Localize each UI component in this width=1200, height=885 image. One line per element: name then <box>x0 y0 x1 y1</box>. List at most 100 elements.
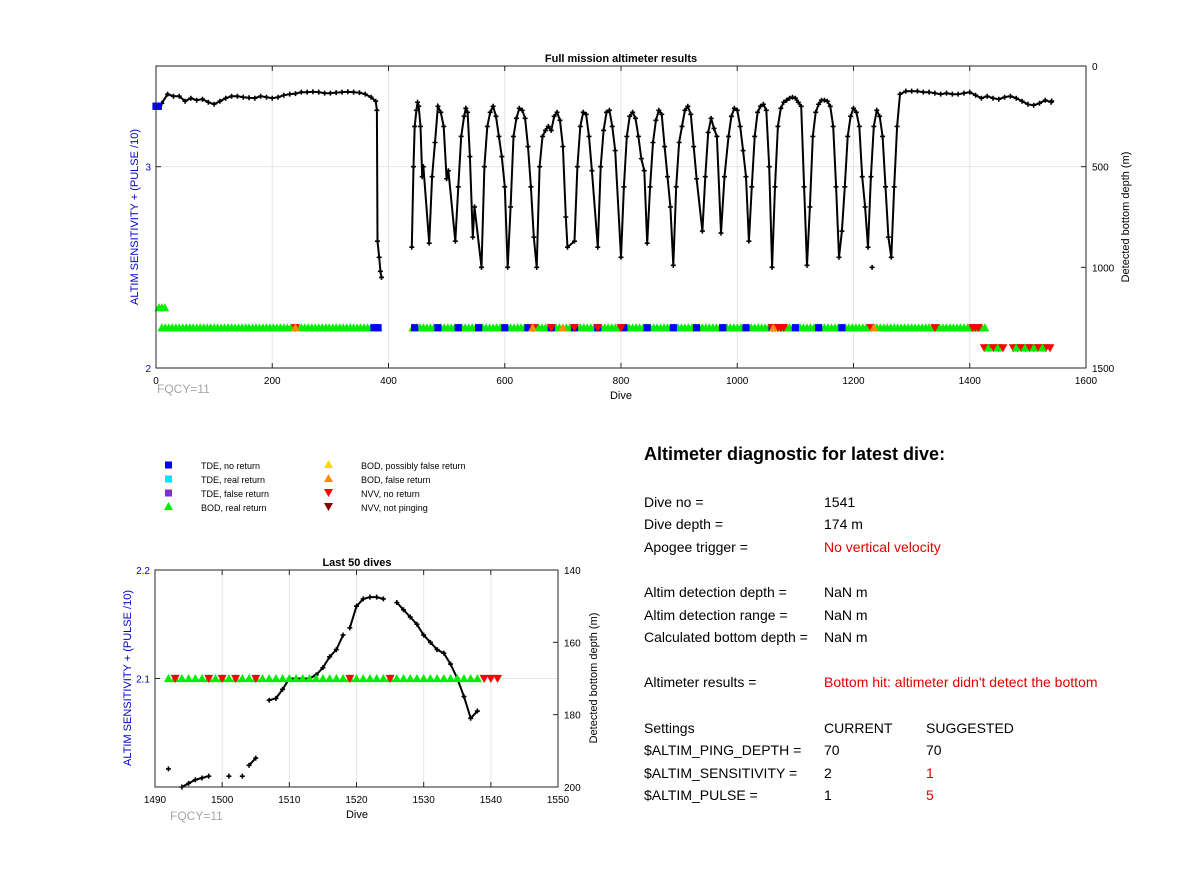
depth-marker <box>601 127 607 133</box>
altim-detection-depth-value: NaN m <box>824 584 868 600</box>
depth-marker <box>589 168 595 174</box>
depth-marker <box>824 98 830 104</box>
depth-marker <box>327 90 333 96</box>
depth-marker <box>877 113 883 119</box>
depth-marker <box>540 133 546 139</box>
setting-current: 2 <box>824 765 832 781</box>
depth-marker <box>874 107 880 113</box>
legend-item-bod-possibly-false: BOD, possibly false return <box>324 460 466 471</box>
y-right-tick-label: 1500 <box>1092 364 1115 375</box>
depth-marker <box>427 639 433 645</box>
depth-marker <box>955 91 961 97</box>
bod-real-return-marker <box>278 674 288 683</box>
depth-marker <box>816 101 822 107</box>
apogee-label: Apogee trigger = <box>644 539 748 555</box>
bod-real-return-marker <box>392 674 402 683</box>
depth-marker <box>644 240 650 246</box>
depth-marker <box>441 123 447 129</box>
bod-false-return-marker <box>558 323 568 332</box>
depth-marker <box>199 775 205 781</box>
depth-marker <box>1007 93 1013 99</box>
depth-marker <box>429 174 435 180</box>
legend-item-tde-false-return: TDE, false return <box>165 489 269 499</box>
nvv-no-return-marker <box>546 324 556 333</box>
depth-marker <box>903 88 909 94</box>
x-tick-label: 1540 <box>480 795 503 806</box>
dive-no-label: Dive no = <box>644 494 704 510</box>
depth-marker <box>414 621 420 627</box>
depth-marker <box>505 264 511 270</box>
tde-no-return-marker <box>474 324 483 332</box>
depth-marker <box>641 168 647 174</box>
y-left-tick-label: 3 <box>145 163 151 174</box>
bod-real-return-marker <box>993 343 1003 352</box>
depth-marker <box>653 117 659 123</box>
x-tick-label: 600 <box>496 376 513 387</box>
full-mission-chart: Full mission altimeter results 0 200 400 60… <box>129 53 1132 402</box>
depth-marker <box>380 596 386 602</box>
depth-marker <box>845 133 851 139</box>
depth-marker <box>240 94 246 100</box>
depth-marker <box>699 228 705 234</box>
nvv-no-return-marker <box>593 324 603 333</box>
depth-marker <box>263 94 269 100</box>
depth-marker <box>656 107 662 113</box>
depth-marker <box>621 184 627 190</box>
depth-marker <box>682 107 688 113</box>
depth-marker <box>194 97 200 103</box>
nvv-no-return-marker <box>930 324 940 333</box>
nvv-no-return-marker <box>493 674 503 683</box>
depth-marker <box>630 109 636 115</box>
depth-marker <box>772 184 778 190</box>
bod-real-return-marker <box>291 674 301 683</box>
depth-marker <box>461 113 467 119</box>
bod-false-return-marker <box>528 323 538 332</box>
depth-marker <box>572 238 577 244</box>
depth-marker <box>795 99 801 105</box>
bod-real-return-marker <box>184 674 194 683</box>
depth-marker <box>769 264 775 270</box>
depth-marker <box>200 96 205 102</box>
altim-detection-range-value: NaN m <box>824 607 868 623</box>
y-right-tick-label: 140 <box>564 566 581 577</box>
depth-marker <box>633 115 639 121</box>
y-left-tick-label: 2.2 <box>136 566 150 577</box>
depth-marker <box>932 90 938 96</box>
depth-marker <box>801 184 807 190</box>
tde-no-return-marker <box>524 324 532 332</box>
chart-title: Full mission altimeter results <box>545 53 697 65</box>
depth-marker <box>234 93 240 99</box>
bod-real-return-marker <box>466 674 476 683</box>
depth-marker <box>627 113 633 119</box>
depth-marker <box>743 174 749 180</box>
depth-marker <box>537 164 543 170</box>
depth-marker <box>417 123 423 129</box>
x-tick-label: 1520 <box>345 795 368 806</box>
depth-marker <box>688 111 694 117</box>
fqcy-annotation: FQCY=11 <box>170 809 223 823</box>
legend-label: TDE, no return <box>201 461 260 471</box>
legend-item-nvv-not-pinging: NVV, not pinging <box>324 503 428 513</box>
bod-real-return-marker <box>318 674 328 683</box>
depth-marker <box>778 105 784 111</box>
depth-marker <box>650 140 656 146</box>
bod-real-return-marker <box>338 674 348 683</box>
depth-marker <box>577 123 583 129</box>
depth-marker <box>961 90 967 96</box>
legend-marker <box>324 460 333 468</box>
depth-marker <box>565 244 571 250</box>
depth-marker <box>165 91 171 97</box>
bod-real-return-marker <box>271 674 281 683</box>
depth-marker <box>731 105 737 111</box>
depth-marker <box>944 90 949 96</box>
depth-marker <box>563 214 569 220</box>
bod-real-return-marker <box>1011 343 1021 352</box>
bod-real-return-marker <box>446 674 456 683</box>
depth-marker <box>479 264 484 270</box>
calc-bottom-depth-value: NaN m <box>824 629 868 645</box>
tde-no-return-marker <box>374 324 382 332</box>
depth-marker <box>470 234 476 240</box>
depth-marker <box>784 97 790 103</box>
depth-marker <box>463 105 469 111</box>
depth-marker <box>714 133 720 139</box>
